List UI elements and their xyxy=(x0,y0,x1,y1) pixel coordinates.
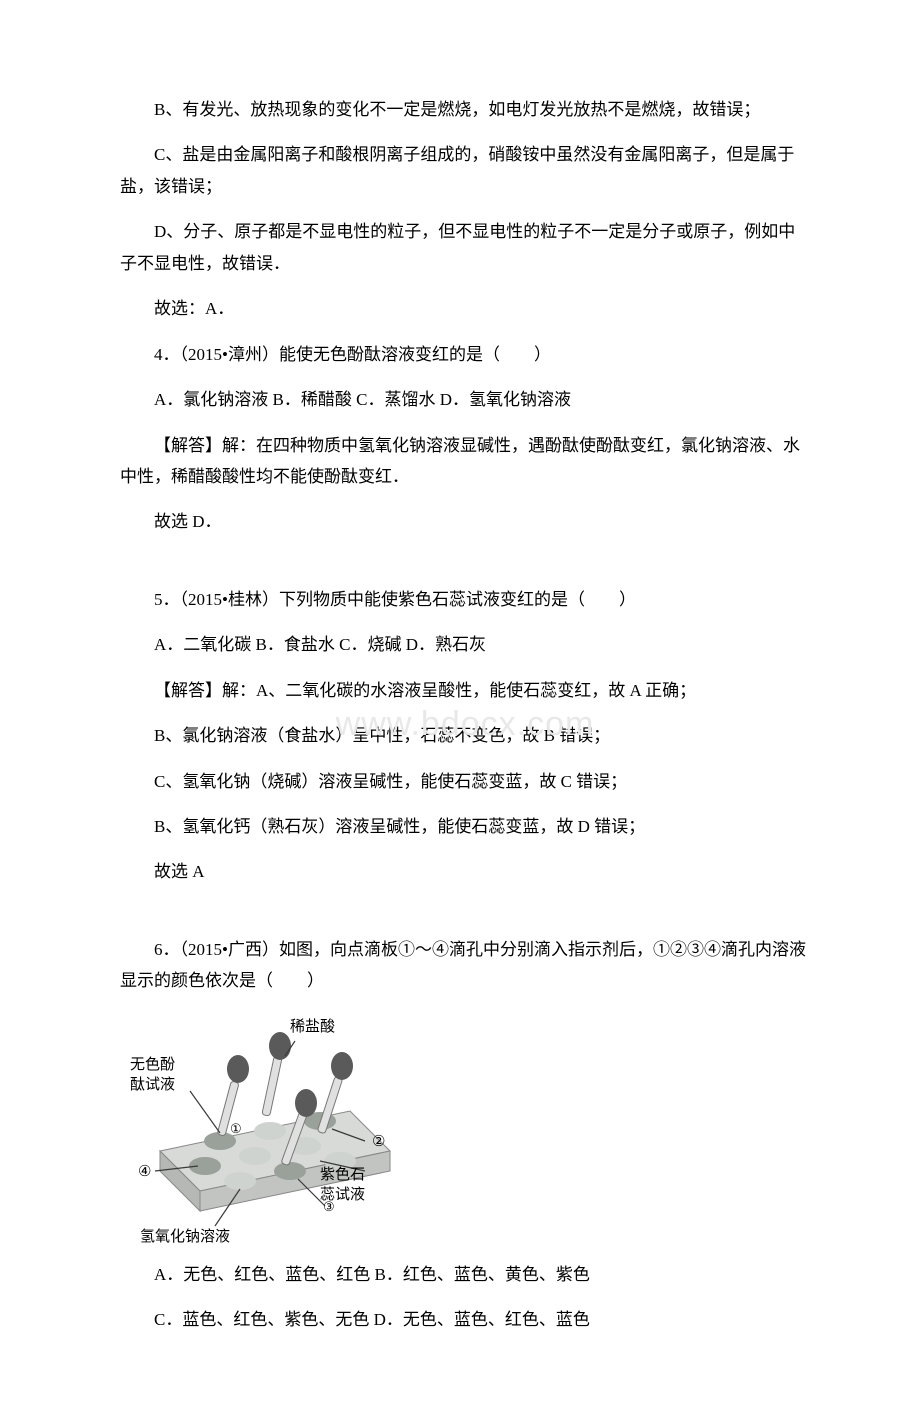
question-5-options: A．二氧化碳 B．食盐水 C．烧碱 D．熟石灰 xyxy=(120,629,810,660)
fig-label-right-1: 紫色石 xyxy=(320,1166,365,1183)
question-4-solution: 【解答】解：在四种物质中氢氧化钠溶液显碱性，遇酚酞使酚酞变红，氯化钠溶液、水中性… xyxy=(120,430,810,493)
fig-label-topright: 稀盐酸 xyxy=(290,1018,335,1035)
fig-label-num2: ② xyxy=(372,1134,385,1150)
question-6-options-cd: C．蓝色、红色、紫色、无色 D．无色、蓝色、红色、蓝色 xyxy=(120,1304,810,1335)
fig-label-right-2: 蕊试液 xyxy=(320,1186,365,1203)
question-6: 6．（2015•广西）如图，向点滴板①～④滴孔中分别滴入指示剂后，①②③④滴孔内… xyxy=(120,934,810,997)
fig-label-bottom: 氢氧化钠溶液 xyxy=(140,1228,230,1245)
paragraph-d: D、分子、原子都是不显电性的粒子，但不显电性的粒子不一定是分子或原子，例如中子不… xyxy=(120,216,810,279)
question-5: 5．（2015•桂林）下列物质中能使紫色石蕊试液变红的是（ ） xyxy=(120,584,810,615)
question-6-figure: 无色酚 酞试液 稀盐酸 ① ② ③ ④ 紫色石 蕊试液 氢氧化钠溶液 xyxy=(120,1011,810,1251)
question-6-options-ab: A．无色、红色、蓝色、红色 B．红色、蓝色、黄色、紫色 xyxy=(120,1259,810,1290)
question-5-sol-a: 【解答】解：A、二氧化碳的水溶液呈酸性，能使石蕊变红，故 A 正确； xyxy=(120,675,810,706)
question-5-sol-d: B、氢氧化钙（熟石灰）溶液呈碱性，能使石蕊变蓝，故 D 错误； xyxy=(120,811,810,842)
fig-label-topleft-1: 无色酚 xyxy=(130,1056,175,1073)
question-5-answer: 故选 A xyxy=(120,856,810,887)
question-5-sol-b: B、氯化钠溶液（食盐水）呈中性，石蕊不变色，故 B 错误； xyxy=(120,720,810,751)
question-4-options: A．氯化钠溶液 B．稀醋酸 C．蒸馏水 D．氢氧化钠溶液 xyxy=(120,384,810,415)
fig-label-topleft-2: 酞试液 xyxy=(130,1076,175,1093)
paragraph-b: B、有发光、放热现象的变化不一定是燃烧，如电灯发光放热不是燃烧，故错误； xyxy=(120,94,810,125)
question-4: 4．（2015•漳州）能使无色酚酞溶液变红的是（ ） xyxy=(120,339,810,370)
dropper-2 xyxy=(262,1032,291,1116)
question-4-answer: 故选 D． xyxy=(120,506,810,537)
answer-a: 故选：A． xyxy=(120,293,810,324)
paragraph-c: C、盐是由金属阳离子和酸根阴离子组成的，硝酸铵中虽然没有金属阳离子，但是属于盐，… xyxy=(120,139,810,202)
question-5-sol-c: C、氢氧化钠（烧碱）溶液呈碱性，能使石蕊变蓝，故 C 错误； xyxy=(120,766,810,797)
fig-label-num4: ④ xyxy=(138,1164,151,1180)
fig-label-num1: ① xyxy=(230,1121,242,1136)
